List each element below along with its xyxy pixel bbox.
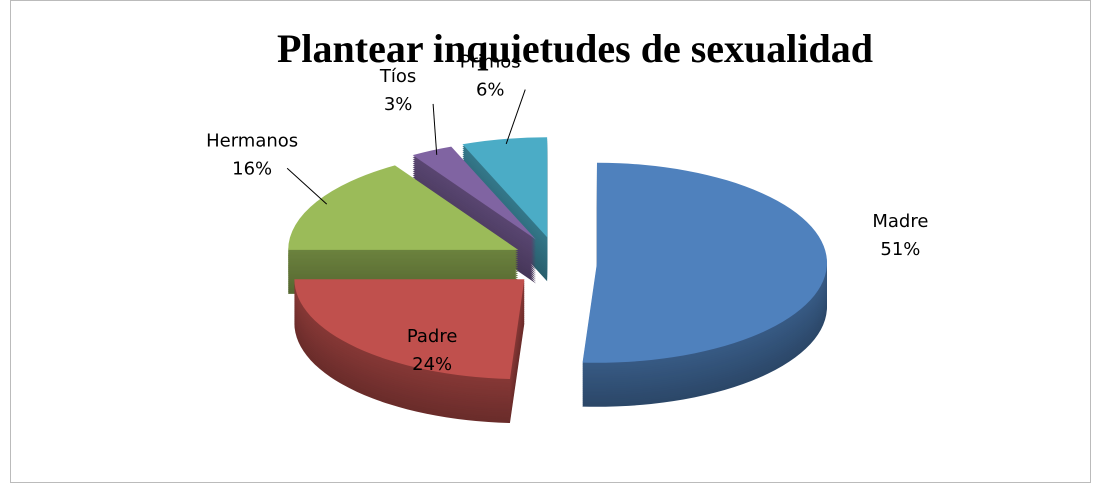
chart-title: Plantear inquietudes de sexualidad	[277, 26, 873, 71]
slice-value-label: 16%	[232, 158, 272, 179]
slice-value-label: 51%	[880, 239, 920, 260]
slice-top	[462, 137, 548, 238]
slice-value-label: 3%	[384, 94, 413, 115]
leader-line	[286, 167, 328, 205]
slice-top	[582, 162, 827, 363]
slice-value-label: 6%	[476, 80, 505, 101]
slice-label: Padre	[407, 326, 458, 347]
slice-top	[288, 165, 519, 250]
leader-line	[505, 89, 526, 145]
pie-slice	[288, 165, 519, 294]
slice-label: Madre	[872, 211, 928, 232]
slice-value-label: 24%	[412, 354, 452, 375]
leader-line	[432, 103, 438, 155]
pie-slice	[582, 162, 827, 407]
pie-slice	[294, 279, 525, 424]
slice-label: Hermanos	[206, 130, 298, 151]
slice-top	[412, 146, 536, 240]
chart-frame	[10, 0, 1091, 483]
slice-top	[294, 279, 525, 380]
slice-label: Tíos	[379, 66, 416, 87]
slice-label: Primos	[460, 52, 521, 73]
